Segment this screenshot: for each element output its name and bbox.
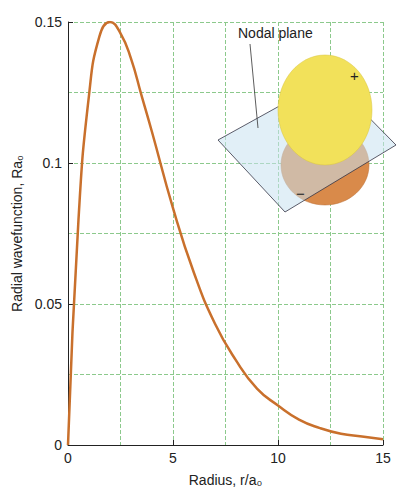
svg-text:0: 0 — [54, 437, 62, 453]
svg-text:0.15: 0.15 — [35, 14, 62, 30]
svg-text:10: 10 — [270, 450, 286, 466]
svg-text:−: − — [296, 185, 305, 202]
svg-text:0.1: 0.1 — [43, 155, 63, 171]
svg-text:Nodal plane: Nodal plane — [238, 25, 313, 41]
svg-text:0.05: 0.05 — [35, 296, 62, 312]
svg-text:+: + — [350, 67, 359, 84]
svg-text:0: 0 — [64, 450, 72, 466]
svg-text:Radius, r/a₀: Radius, r/a₀ — [189, 472, 263, 488]
svg-text:Radial wavefunction, Ra₀: Radial wavefunction, Ra₀ — [9, 155, 25, 312]
svg-text:15: 15 — [375, 450, 391, 466]
svg-text:5: 5 — [169, 450, 177, 466]
